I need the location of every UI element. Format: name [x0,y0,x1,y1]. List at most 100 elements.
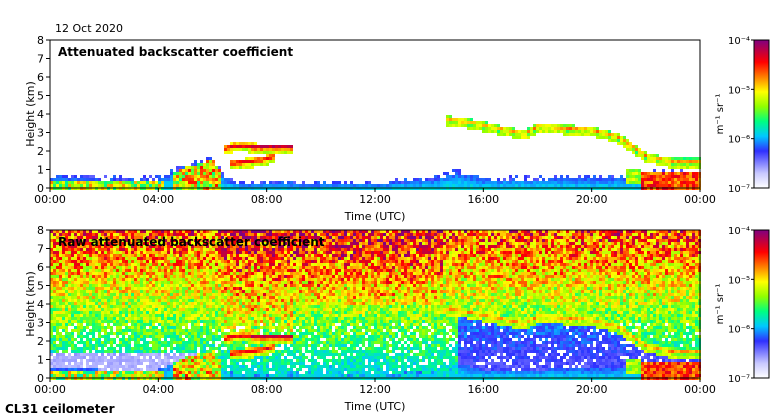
backscatter-cell [620,175,623,178]
backscatter-cell [551,178,554,181]
backscatter-cell [194,163,197,166]
backscatter-cell [107,239,110,242]
backscatter-cell [59,356,62,359]
backscatter-cell [155,236,158,239]
backscatter-cell [527,136,530,139]
backscatter-cell [254,184,257,187]
backscatter-cell [419,178,422,181]
backscatter-cell [200,317,203,320]
backscatter-cell [146,239,149,242]
backscatter-cell [230,323,233,326]
backscatter-cell [56,326,59,329]
backscatter-cell [251,299,254,302]
backscatter-cell [446,115,449,118]
backscatter-cell [263,248,266,251]
backscatter-cell [164,368,167,371]
backscatter-cell [209,302,212,305]
backscatter-cell [161,269,164,272]
backscatter-cell [62,260,65,263]
backscatter-cell [254,242,257,245]
backscatter-cell [275,148,278,151]
backscatter-cell [266,305,269,308]
backscatter-cell [449,181,452,184]
backscatter-cell [197,362,200,365]
backscatter-cell [176,296,179,299]
backscatter-cell [137,335,140,338]
backscatter-cell [65,338,68,341]
backscatter-cell [242,269,245,272]
backscatter-cell [218,245,221,248]
backscatter-cell [260,317,263,320]
backscatter-cell [197,323,200,326]
backscatter-cell [242,284,245,287]
backscatter-cell [224,350,227,353]
backscatter-cell [104,263,107,266]
backscatter-cell [230,338,233,341]
backscatter-cell [176,166,179,169]
backscatter-cell [194,371,197,374]
backscatter-cell [245,347,248,350]
backscatter-cell [254,371,257,374]
backscatter-cell [125,341,128,344]
backscatter-cell [653,181,656,184]
backscatter-cell [110,329,113,332]
backscatter-cell [530,130,533,133]
backscatter-cell [215,169,218,172]
backscatter-cell [218,314,221,317]
backscatter-cell [269,151,272,154]
backscatter-cell [95,299,98,302]
backscatter-cell [275,145,278,148]
backscatter-cell [641,157,644,160]
backscatter-cell [125,248,128,251]
backscatter-cell [452,175,455,178]
backscatter-cell [212,335,215,338]
backscatter-cell [71,233,74,236]
backscatter-cell [518,184,521,187]
backscatter-cell [221,359,224,362]
backscatter-cell [254,281,257,284]
backscatter-cell [113,181,116,184]
backscatter-cell [227,296,230,299]
backscatter-cell [179,341,182,344]
backscatter-cell [167,320,170,323]
backscatter-cell [656,181,659,184]
backscatter-cell [671,157,674,160]
backscatter-cell [659,172,662,175]
backscatter-cell [185,260,188,263]
backscatter-cell [194,248,197,251]
backscatter-cell [158,308,161,311]
backscatter-cell [230,356,233,359]
backscatter-cell [266,242,269,245]
backscatter-cell [98,254,101,257]
backscatter-cell [50,290,53,293]
backscatter-cell [53,236,56,239]
backscatter-cell [260,335,263,338]
backscatter-cell [242,314,245,317]
backscatter-cell [65,371,68,374]
backscatter-cell [152,323,155,326]
backscatter-cell [623,142,626,145]
backscatter-cell [215,353,218,356]
backscatter-cell [269,296,272,299]
backscatter-cell [212,311,215,314]
backscatter-cell [191,166,194,169]
backscatter-cell [233,272,236,275]
backscatter-cell [413,184,416,187]
backscatter-cell [59,368,62,371]
backscatter-cell [488,127,491,130]
backscatter-cell [86,314,89,317]
backscatter-cell [257,272,260,275]
backscatter-cell [194,251,197,254]
backscatter-cell [233,281,236,284]
backscatter-cell [287,184,290,187]
backscatter-cell [239,166,242,169]
backscatter-cell [101,275,104,278]
backscatter-cell [119,269,122,272]
backscatter-cell [212,248,215,251]
backscatter-cell [257,275,260,278]
backscatter-cell [224,266,227,269]
backscatter-cell [155,257,158,260]
backscatter-cell [74,368,77,371]
backscatter-cell [146,242,149,245]
backscatter-cell [71,305,74,308]
